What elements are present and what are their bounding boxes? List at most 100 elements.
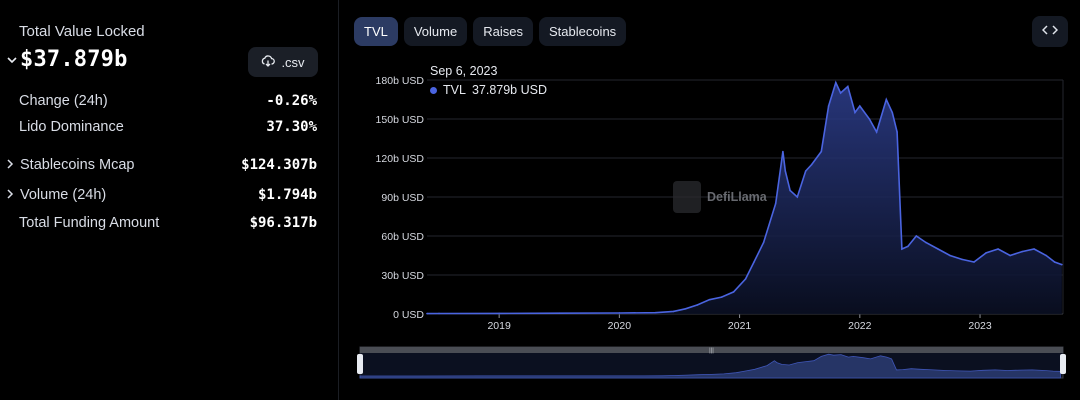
data-point (868, 118, 871, 120)
data-point (985, 252, 987, 254)
data-point (438, 312, 440, 315)
stat-label: Change (24h) (19, 93, 108, 109)
data-point (1045, 254, 1047, 257)
data-point (839, 92, 842, 94)
cloud-download-icon (261, 54, 276, 70)
embed-button[interactable] (1032, 16, 1068, 47)
stat-row-volume-24h[interactable]: Volume (24h) $1.794b (6, 184, 317, 206)
y-tick-label: 150b USD (376, 114, 425, 126)
data-point (1021, 250, 1023, 253)
data-point (654, 311, 657, 314)
y-tick-label: 90b USD (381, 192, 424, 204)
tooltip-date: Sep 6, 2023 (430, 64, 498, 78)
brush-grip: ||| (709, 348, 714, 354)
tvl-value: $37.879b (20, 47, 128, 72)
y-tick-label: 120b USD (376, 153, 425, 165)
x-tick-label: 2020 (608, 320, 632, 332)
brush-top-bar (360, 347, 1063, 353)
data-point (937, 248, 939, 250)
x-tick-label: 2019 (487, 320, 511, 332)
data-point (774, 202, 777, 205)
x-tick-label: 2021 (728, 320, 752, 332)
data-point (796, 196, 799, 198)
data-point (820, 150, 823, 153)
data-point (925, 241, 927, 244)
stat-row-stablecoins-mcap[interactable]: Stablecoins Mcap $124.307b (6, 154, 317, 176)
stat-value: $124.307b (241, 157, 317, 173)
data-point (498, 312, 500, 315)
stat-value: -0.26% (266, 93, 317, 109)
tvl-chart[interactable]: 0 USD 30b USD 60b USD 90b USD 120b USD 150b U… (339, 0, 1080, 400)
brush-handle-left (357, 354, 363, 374)
data-point (672, 310, 675, 313)
tab-tvl[interactable]: TVL (354, 17, 398, 46)
series-dot (430, 86, 437, 94)
code-brackets-icon (1041, 23, 1059, 41)
data-point (1009, 254, 1011, 257)
data-point (784, 170, 787, 172)
data-point (744, 278, 747, 280)
data-point (618, 312, 621, 314)
stat-row-change-24h: Change (24h) -0.26% (19, 90, 317, 112)
csv-label: .csv (281, 54, 305, 70)
data-point (854, 111, 856, 114)
data-point (1053, 261, 1056, 263)
x-tick-label: 2023 (968, 320, 992, 332)
tab-stablecoins[interactable]: Stablecoins (538, 17, 627, 46)
data-point (891, 111, 894, 114)
data-point (875, 131, 878, 133)
stat-label: Lido Dominance (19, 119, 124, 135)
stat-row-lido-dominance: Lido Dominance 37.30% (19, 116, 317, 138)
data-point (1060, 263, 1063, 266)
brush-handle-right (1060, 354, 1066, 374)
x-tick-label: 2022 (848, 320, 872, 332)
stat-label: Volume (24h) (20, 187, 107, 203)
stats-panel: Total Value Locked $37.879b .csv Change … (0, 0, 339, 400)
y-tick-label: 60b USD (381, 231, 424, 243)
data-point (1033, 248, 1035, 250)
watermark-text: DefiLlama (707, 190, 767, 204)
data-point (684, 308, 687, 310)
tab-raises[interactable]: Raises (473, 17, 533, 46)
data-point (782, 150, 784, 153)
tab-volume[interactable]: Volume (403, 17, 468, 46)
data-point (708, 298, 711, 301)
tooltip-value: 37.879b USD (471, 83, 547, 97)
chevron-right-icon (6, 187, 14, 203)
data-point (834, 81, 837, 84)
stat-label: Stablecoins Mcap (20, 157, 135, 173)
download-csv-button[interactable]: .csv (248, 47, 318, 77)
data-point (961, 258, 963, 261)
y-tick-label: 0 USD (393, 309, 424, 321)
data-point (558, 312, 561, 315)
llama-logo (673, 181, 701, 213)
watermark: DefiLlama (673, 181, 767, 213)
stat-label: Total Funding Amount (19, 215, 160, 231)
chevron-down-icon[interactable] (6, 54, 18, 66)
data-point (846, 85, 849, 88)
chevron-right-icon (6, 157, 14, 173)
data-point (827, 105, 830, 107)
y-tick-label: 30b USD (381, 270, 424, 282)
data-point (426, 312, 428, 315)
data-point (789, 189, 791, 192)
data-point (804, 170, 807, 172)
stat-row-total-funding: Total Funding Amount $96.317b (19, 212, 317, 234)
data-point (901, 248, 903, 250)
y-tick-label: 180b USD (376, 75, 425, 87)
tvl-series-line (426, 80, 1063, 315)
chart-panel: TVL Volume Raises Stablecoins 0 USD 30b U… (339, 0, 1080, 400)
brush-series (359, 353, 1061, 379)
data-point (859, 105, 861, 107)
data-point (696, 304, 699, 306)
stat-value: $1.794b (257, 187, 317, 203)
tvl-value-row[interactable]: $37.879b (6, 47, 128, 72)
data-point (896, 131, 898, 133)
data-point (997, 248, 999, 250)
data-point (885, 98, 888, 101)
data-point (810, 163, 813, 166)
tvl-area (427, 82, 1062, 314)
stat-value: $96.317b (249, 215, 317, 231)
tvl-title: Total Value Locked (19, 23, 145, 40)
data-point (915, 235, 918, 237)
